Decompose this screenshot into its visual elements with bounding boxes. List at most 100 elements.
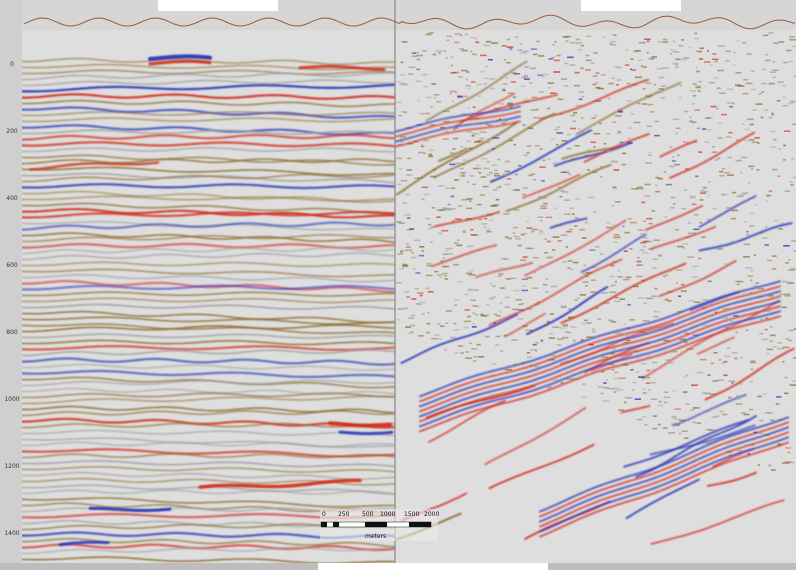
noise-speck <box>744 221 747 223</box>
noise-speck <box>505 278 512 280</box>
noise-speck <box>759 231 764 234</box>
noise-speck <box>728 396 732 399</box>
noise-speck <box>688 299 695 302</box>
noise-speck <box>487 141 491 144</box>
noise-speck <box>419 112 425 115</box>
noise-speck <box>517 309 525 311</box>
noise-speck <box>445 322 449 324</box>
noise-speck <box>525 308 532 310</box>
noise-speck <box>454 91 458 93</box>
noise-speck <box>524 77 530 79</box>
noise-speck <box>500 268 507 271</box>
noise-speck <box>581 383 586 385</box>
noise-speck <box>416 68 421 71</box>
noise-speck <box>471 348 478 350</box>
noise-speck <box>726 442 730 445</box>
noise-speck <box>790 267 796 270</box>
noise-speck <box>450 336 456 339</box>
noise-speck <box>749 123 754 126</box>
noise-speck <box>651 361 658 364</box>
noise-speck <box>609 352 615 355</box>
reflector <box>395 120 521 148</box>
noise-speck <box>559 327 567 329</box>
noise-speck <box>652 427 658 430</box>
noise-speck <box>431 207 436 209</box>
noise-speck <box>613 236 621 239</box>
noise-speck <box>769 334 776 337</box>
noise-speck <box>689 195 696 198</box>
noise-speck <box>727 174 734 176</box>
noise-speck <box>443 110 450 113</box>
noise-speck <box>590 141 596 144</box>
noise-speck <box>572 340 576 343</box>
noise-speck <box>793 176 796 179</box>
depth-tick: 400 <box>6 195 18 202</box>
noise-speck <box>472 106 476 108</box>
noise-speck <box>784 392 789 395</box>
noise-speck <box>653 315 659 318</box>
noise-speck <box>750 279 753 282</box>
noise-speck <box>460 352 464 354</box>
noise-speck <box>556 132 564 134</box>
noise-speck <box>632 69 636 71</box>
noise-speck <box>736 397 741 400</box>
noise-speck <box>563 85 569 87</box>
noise-speck <box>733 291 740 294</box>
reflector <box>488 443 595 490</box>
noise-speck <box>725 50 731 53</box>
noise-speck <box>679 338 686 341</box>
noise-speck <box>586 322 592 324</box>
noise-speck <box>418 254 424 257</box>
noise-speck <box>513 226 518 229</box>
noise-speck <box>511 72 517 74</box>
noise-speck <box>735 159 743 162</box>
noise-speck <box>437 185 445 187</box>
noise-speck <box>513 73 520 75</box>
noise-speck <box>791 240 796 242</box>
noise-speck <box>636 264 643 266</box>
noise-speck <box>624 231 630 234</box>
noise-speck <box>661 67 669 69</box>
noise-speck <box>690 90 697 92</box>
noise-speck <box>671 417 677 419</box>
noise-speck <box>521 278 528 281</box>
noise-speck <box>560 305 567 307</box>
noise-speck <box>601 362 606 365</box>
reflector <box>328 421 392 428</box>
noise-speck <box>614 296 619 299</box>
noise-speck <box>704 392 710 395</box>
noise-speck <box>454 299 460 301</box>
noise-speck <box>628 127 632 129</box>
noise-speck <box>530 109 538 111</box>
noise-speck <box>464 309 471 311</box>
noise-speck <box>544 324 549 326</box>
reflector <box>21 466 395 473</box>
noise-speck <box>606 132 611 135</box>
noise-speck <box>416 124 423 126</box>
noise-speck <box>475 164 480 167</box>
noise-speck <box>656 224 662 226</box>
noise-speck <box>695 422 699 424</box>
reflector <box>650 499 785 545</box>
noise-speck <box>765 225 768 228</box>
noise-speck <box>768 116 773 119</box>
noise-speck <box>656 311 660 313</box>
noise-speck <box>560 306 567 308</box>
noise-speck <box>472 53 477 56</box>
noise-speck <box>483 167 490 170</box>
noise-speck <box>644 38 651 40</box>
noise-speck <box>768 464 771 467</box>
noise-speck <box>498 118 502 120</box>
noise-speck <box>789 39 796 41</box>
noise-speck <box>559 195 563 198</box>
reflector <box>539 426 789 523</box>
noise-speck <box>461 69 468 72</box>
noise-speck <box>633 350 639 353</box>
noise-speck <box>732 241 738 243</box>
noise-speck <box>788 60 794 63</box>
noise-speck <box>681 283 685 286</box>
noise-speck <box>419 246 425 248</box>
noise-speck <box>762 237 769 239</box>
noise-speck <box>665 346 671 348</box>
noise-speck <box>403 307 409 310</box>
